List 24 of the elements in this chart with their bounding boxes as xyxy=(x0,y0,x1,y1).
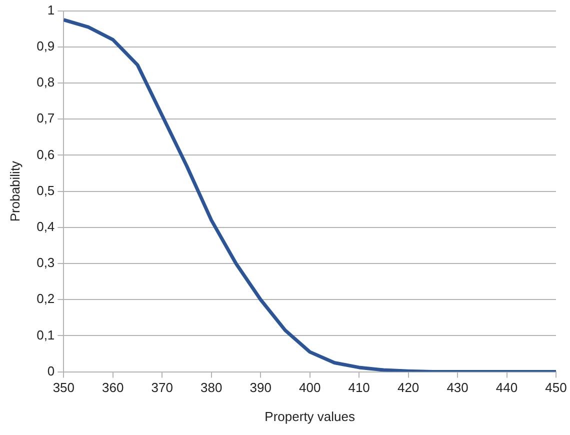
x-axis-title: Property values xyxy=(264,408,356,424)
x-tick-label: 410 xyxy=(348,380,370,396)
x-tick-label: 360 xyxy=(102,380,124,396)
y-tick-label: 0,2 xyxy=(36,291,55,306)
x-tick-label: 440 xyxy=(496,380,518,396)
y-tick-label: 0,6 xyxy=(36,146,55,162)
y-tick-label: 0,1 xyxy=(36,327,55,342)
x-tick-label: 430 xyxy=(446,380,468,396)
y-tick-label: 0 xyxy=(47,363,55,378)
x-tick-label: 420 xyxy=(397,380,420,396)
y-tick-label: 0,7 xyxy=(36,110,55,126)
x-tick-label: 370 xyxy=(151,380,173,396)
x-tick-label: 400 xyxy=(298,380,321,396)
y-tick-label: 0,9 xyxy=(36,38,55,54)
y-tick-label: 0,8 xyxy=(36,74,55,90)
y-tick-label: 1 xyxy=(47,2,55,18)
x-tick-label: 350 xyxy=(52,380,75,396)
y-tick-label: 0,3 xyxy=(36,255,55,270)
y-tick-label: 0,4 xyxy=(36,218,55,234)
x-tick-label: 380 xyxy=(200,380,222,396)
y-axis-title: Probability xyxy=(7,160,22,222)
x-tick-label: 450 xyxy=(545,380,567,396)
y-tick-label: 0,5 xyxy=(36,182,55,198)
x-tick-label: 390 xyxy=(250,380,272,396)
